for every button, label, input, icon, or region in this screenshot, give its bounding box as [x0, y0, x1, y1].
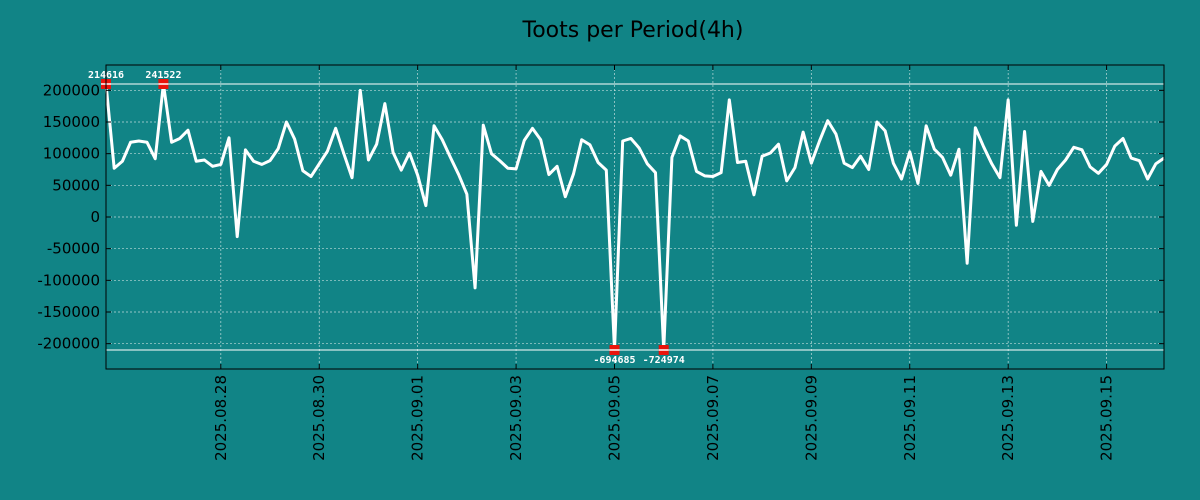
x-tick-label: 2025.09.01 [409, 375, 427, 461]
x-tick-label: 2025.08.30 [310, 375, 328, 461]
y-tick-label: -200000 [37, 335, 100, 353]
series-group [104, 82, 1165, 352]
y-tick-label: -150000 [37, 303, 100, 321]
y-axis: 200000 150000 100000 50000 0 -50000 -100000 -15… [37, 81, 1164, 353]
y-tick-label: 200000 [43, 81, 100, 99]
x-tick-label: 2025.08.28 [212, 375, 230, 461]
y-tick-label: 150000 [43, 113, 100, 131]
annotation-label: 241522 [145, 70, 181, 81]
annotation-label: -694685 [593, 355, 635, 366]
y-tick-label: 50000 [52, 176, 100, 194]
x-axis: 2025.08.28 2025.08.30 2025.09.01 2025.09.03… [212, 65, 1116, 461]
plot-frame [105, 64, 1165, 370]
series-line-toots [104, 82, 1165, 352]
x-tick-label: 2025.09.05 [605, 375, 623, 461]
annotation-label: -724974 [643, 355, 685, 366]
y-tick-label: -100000 [37, 271, 100, 289]
x-tick-label: 2025.09.15 [1098, 375, 1116, 461]
y-tick-label: -50000 [47, 240, 100, 258]
y-tick-label: 0 [90, 208, 100, 226]
x-tick-label: 2025.09.07 [704, 375, 722, 461]
x-tick-label: 2025.09.13 [999, 375, 1017, 461]
y-tick-label: 100000 [43, 145, 100, 163]
x-tick-label: 2025.09.09 [802, 375, 820, 461]
x-tick-label: 2025.09.11 [901, 375, 919, 461]
grid [106, 65, 1164, 369]
x-tick-label: 2025.09.03 [507, 375, 525, 461]
chart-title: Toots per Period(4h) [522, 18, 744, 43]
clip-limit-lines [106, 83, 1164, 351]
